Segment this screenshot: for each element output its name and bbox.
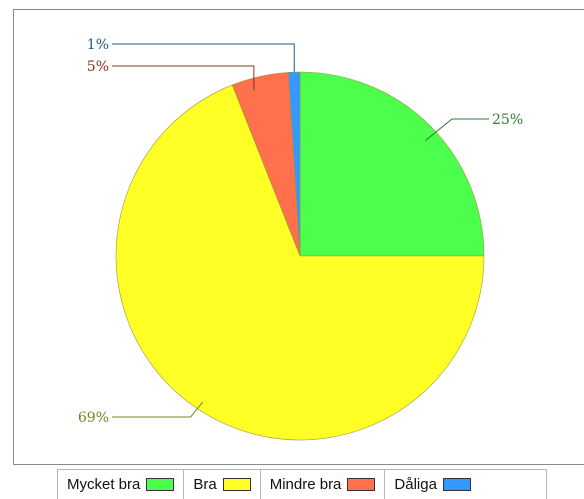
chart-frame: 25% 69% 5% 1% [13,9,584,465]
pie-slice [115,84,485,441]
legend-item-bra: Bra [184,470,261,499]
legend-label: Dåliga [394,476,437,493]
data-label: 69% [78,410,109,426]
pie-chart: 25% 69% 5% 1% [78,37,523,441]
legend-swatch [442,478,471,491]
legend-swatch [347,478,376,491]
pie-slice [288,71,301,257]
pie-slice [299,71,485,257]
data-label: 1% [87,37,109,53]
leader-line [112,65,255,91]
legend-label: Bra [193,476,217,493]
legend-label: Mindre bra [269,476,342,493]
data-label: 5% [87,59,109,75]
legend: Mycket bra Bra Mindre bra Dåliga [57,469,547,499]
legend-item-mindre-bra: Mindre bra [261,470,386,499]
legend-label: Mycket bra [67,476,141,493]
leader-line [112,43,295,73]
leader-line [112,401,203,418]
legend-item-mycket-bra: Mycket bra [58,470,185,499]
legend-swatch [146,478,175,491]
data-label: 25% [492,112,523,128]
legend-item-daliga: Dåliga [385,470,480,499]
legend-swatch [222,478,251,491]
leader-line [425,118,489,141]
